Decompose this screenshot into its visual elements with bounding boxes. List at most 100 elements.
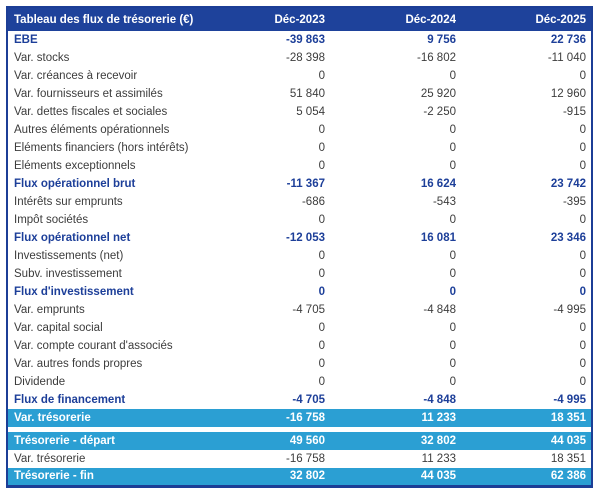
row-label: Flux opérationnel brut (7, 175, 199, 193)
cell-value: 0 (461, 247, 592, 265)
table-row: Flux d'investissement 0 0 0 (7, 283, 592, 301)
cell-value: 0 (330, 139, 461, 157)
cell-value: 0 (199, 67, 330, 85)
table-row: Var. créances à recevoir 0 0 0 (7, 67, 592, 85)
cell-value: -395 (461, 193, 592, 211)
cell-value: -543 (330, 193, 461, 211)
table-row: Flux opérationnel brut -11 367 16 624 23 74… (7, 175, 592, 193)
cell-value: 0 (330, 355, 461, 373)
row-label: Var. trésorerie (7, 450, 199, 468)
table-row: Autres éléments opérationnels 0 0 0 (7, 121, 592, 139)
cell-value: -686 (199, 193, 330, 211)
cell-value: 0 (330, 121, 461, 139)
cell-value: 0 (199, 121, 330, 139)
cell-value: -28 398 (199, 49, 330, 67)
cell-value: 12 960 (461, 85, 592, 103)
row-label: Var. dettes fiscales et sociales (7, 103, 199, 121)
cash-flow-statement: Tableau des flux de trésorerie (€) Déc-2… (6, 6, 593, 488)
cell-value: 0 (199, 319, 330, 337)
cell-value: 23 742 (461, 175, 592, 193)
row-label: Flux d'investissement (7, 283, 199, 301)
table-row: Var. compte courant d'associés 0 0 0 (7, 337, 592, 355)
table-row: Var. trésorerie -16 758 11 233 18 351 (7, 409, 592, 427)
cell-value: -4 705 (199, 391, 330, 409)
cell-value: 9 756 (330, 31, 461, 49)
table-row: Subv. investissement 0 0 0 (7, 265, 592, 283)
cell-value: 18 351 (461, 409, 592, 427)
table-body: EBE -39 863 9 756 22 736 Var. stocks -28 398-… (7, 31, 592, 486)
column-header-dec-2023: Déc-2023 (199, 7, 330, 31)
table-row: Trésorerie - départ 49 560 32 802 44 035 (7, 432, 592, 450)
row-label: Trésorerie - départ (7, 432, 199, 450)
cell-value: 0 (199, 373, 330, 391)
table-row: Var. stocks -28 398 -16 802 -11 040 (7, 49, 592, 67)
cell-value: 0 (461, 337, 592, 355)
cell-value: -39 863 (199, 31, 330, 49)
cell-value: 0 (199, 157, 330, 175)
cell-value: -4 848 (330, 391, 461, 409)
cell-value: 49 560 (199, 432, 330, 450)
table-row: Var. dettes fiscales et sociales 5 054 -2 … (7, 103, 592, 121)
cell-value: -2 250 (330, 103, 461, 121)
row-label: Trésorerie - fin (7, 468, 199, 486)
cell-value: 16 081 (330, 229, 461, 247)
table-row: Flux opérationnel net -12 053 16 081 23 346 (7, 229, 592, 247)
cell-value: -915 (461, 103, 592, 121)
row-label: Subv. investissement (7, 265, 199, 283)
cell-value: 11 233 (330, 409, 461, 427)
cell-value: 0 (461, 319, 592, 337)
cell-value: 5 054 (199, 103, 330, 121)
cell-value: 0 (330, 373, 461, 391)
cell-value: 0 (461, 139, 592, 157)
table-row: Var. autres fonds propres 0 0 0 (7, 355, 592, 373)
cell-value: 51 840 (199, 85, 330, 103)
row-label: Flux de financement (7, 391, 199, 409)
cell-value: 0 (461, 67, 592, 85)
table-row: Eléments financiers (hors intérêts) 0 0 0 (7, 139, 592, 157)
table-row: Investissements (net) 0 0 0 (7, 247, 592, 265)
cell-value: 16 624 (330, 175, 461, 193)
cell-value: -12 053 (199, 229, 330, 247)
cell-value: 0 (461, 355, 592, 373)
row-label: Var. fournisseurs et assimilés (7, 85, 199, 103)
row-label: Eléments exceptionnels (7, 157, 199, 175)
cell-value: -11 040 (461, 49, 592, 67)
table-row: Var. capital social 0 0 0 (7, 319, 592, 337)
row-label: Eléments financiers (hors intérêts) (7, 139, 199, 157)
table-row: Trésorerie - fin 32 802 44 035 62 386 (7, 468, 592, 486)
row-label: Investissements (net) (7, 247, 199, 265)
cell-value: 0 (199, 211, 330, 229)
row-label: Var. trésorerie (7, 409, 199, 427)
row-label: Intérêts sur emprunts (7, 193, 199, 211)
row-label: Autres éléments opérationnels (7, 121, 199, 139)
cell-value: -4 848 (330, 301, 461, 319)
cell-value: 0 (330, 337, 461, 355)
cell-value: 0 (199, 247, 330, 265)
table-row: EBE -39 863 9 756 22 736 (7, 31, 592, 49)
table-header: Tableau des flux de trésorerie (€) Déc-2… (7, 7, 592, 31)
cell-value: 0 (461, 211, 592, 229)
table-row: Var. emprunts -4 705 -4 848 -4 995 (7, 301, 592, 319)
row-label: Var. créances à recevoir (7, 67, 199, 85)
cell-value: 22 736 (461, 31, 592, 49)
cell-value: 0 (330, 319, 461, 337)
cell-value: 62 386 (461, 468, 592, 486)
table-title: Tableau des flux de trésorerie (€) (7, 7, 199, 31)
cell-value: 0 (330, 265, 461, 283)
table-row: Eléments exceptionnels 0 0 0 (7, 157, 592, 175)
table-row: Intérêts sur emprunts -686 -543 -395 (7, 193, 592, 211)
column-header-dec-2024: Déc-2024 (330, 7, 461, 31)
cell-value: 32 802 (199, 468, 330, 486)
row-label: Var. capital social (7, 319, 199, 337)
cell-value: 44 035 (330, 468, 461, 486)
cell-value: -16 802 (330, 49, 461, 67)
cell-value: 44 035 (461, 432, 592, 450)
header-row: Tableau des flux de trésorerie (€) Déc-2… (7, 7, 592, 31)
row-label: Var. autres fonds propres (7, 355, 199, 373)
spacer-cell (7, 427, 592, 432)
spacer-row (7, 427, 592, 432)
cell-value: 0 (461, 265, 592, 283)
cell-value: -16 758 (199, 450, 330, 468)
cell-value: 0 (330, 247, 461, 265)
cell-value: -16 758 (199, 409, 330, 427)
